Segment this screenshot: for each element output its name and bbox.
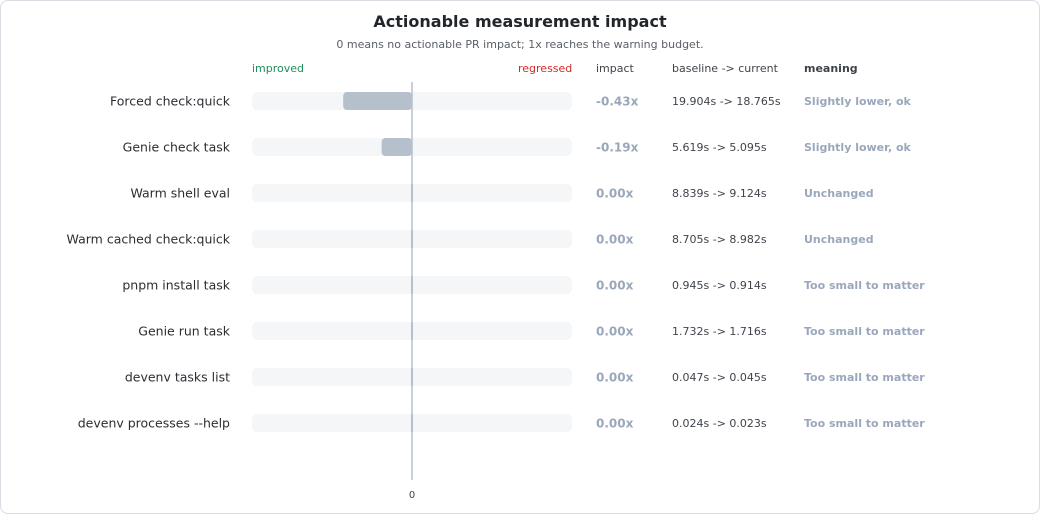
impact-value-label: 0.00x <box>596 371 634 385</box>
chart-subtitle: 0 means no actionable PR impact; 1x reac… <box>336 38 704 51</box>
baseline-current-value: 1.732s -> 1.716s <box>672 325 767 338</box>
axis-label-improved: improved <box>252 62 305 75</box>
category-label: Warm cached check:quick <box>67 232 231 247</box>
category-label: pnpm install task <box>122 278 230 293</box>
impact-bar <box>381 138 412 156</box>
impact-value-label: -0.43x <box>596 95 639 109</box>
category-label: Forced check:quick <box>110 94 231 109</box>
category-label: Genie run task <box>138 324 230 339</box>
meaning-label: Too small to matter <box>804 371 925 384</box>
category-label: Genie check task <box>123 140 231 155</box>
impact-bar <box>411 230 413 248</box>
chart-title: Actionable measurement impact <box>373 12 667 31</box>
impact-value-label: 0.00x <box>596 279 634 293</box>
baseline-current-value: 0.024s -> 0.023s <box>672 417 767 430</box>
impact-bar <box>411 184 413 202</box>
column-header-baseline-current: baseline -> current <box>672 62 778 75</box>
meaning-label: Slightly lower, ok <box>804 141 912 154</box>
meaning-label: Too small to matter <box>804 279 925 292</box>
meaning-label: Too small to matter <box>804 325 925 338</box>
impact-value-label: 0.00x <box>596 417 634 431</box>
baseline-current-value: 0.047s -> 0.045s <box>672 371 767 384</box>
column-header-impact: impact <box>596 62 634 75</box>
category-label: Warm shell eval <box>130 186 230 201</box>
meaning-label: Unchanged <box>804 233 874 246</box>
baseline-current-value: 19.904s -> 18.765s <box>672 95 781 108</box>
baseline-current-value: 5.619s -> 5.095s <box>672 141 767 154</box>
x-tick-label: 0 <box>409 490 415 501</box>
baseline-current-value: 8.839s -> 9.124s <box>672 187 767 200</box>
impact-bar <box>411 368 413 386</box>
impact-value-label: -0.19x <box>596 141 639 155</box>
meaning-label: Unchanged <box>804 187 874 200</box>
impact-bar <box>411 414 413 432</box>
column-header-meaning: meaning <box>804 62 858 75</box>
impact-bar <box>411 276 413 294</box>
impact-bar <box>411 322 413 340</box>
meaning-label: Too small to matter <box>804 417 925 430</box>
baseline-current-value: 0.945s -> 0.914s <box>672 279 767 292</box>
category-label: devenv processes --help <box>78 416 230 431</box>
impact-value-label: 0.00x <box>596 325 634 339</box>
baseline-current-value: 8.705s -> 8.982s <box>672 233 767 246</box>
impact-value-label: 0.00x <box>596 233 634 247</box>
category-label: devenv tasks list <box>125 370 230 385</box>
axis-label-regressed: regressed <box>518 62 573 75</box>
impact-bar <box>343 92 412 110</box>
meaning-label: Slightly lower, ok <box>804 95 912 108</box>
impact-value-label: 0.00x <box>596 187 634 201</box>
